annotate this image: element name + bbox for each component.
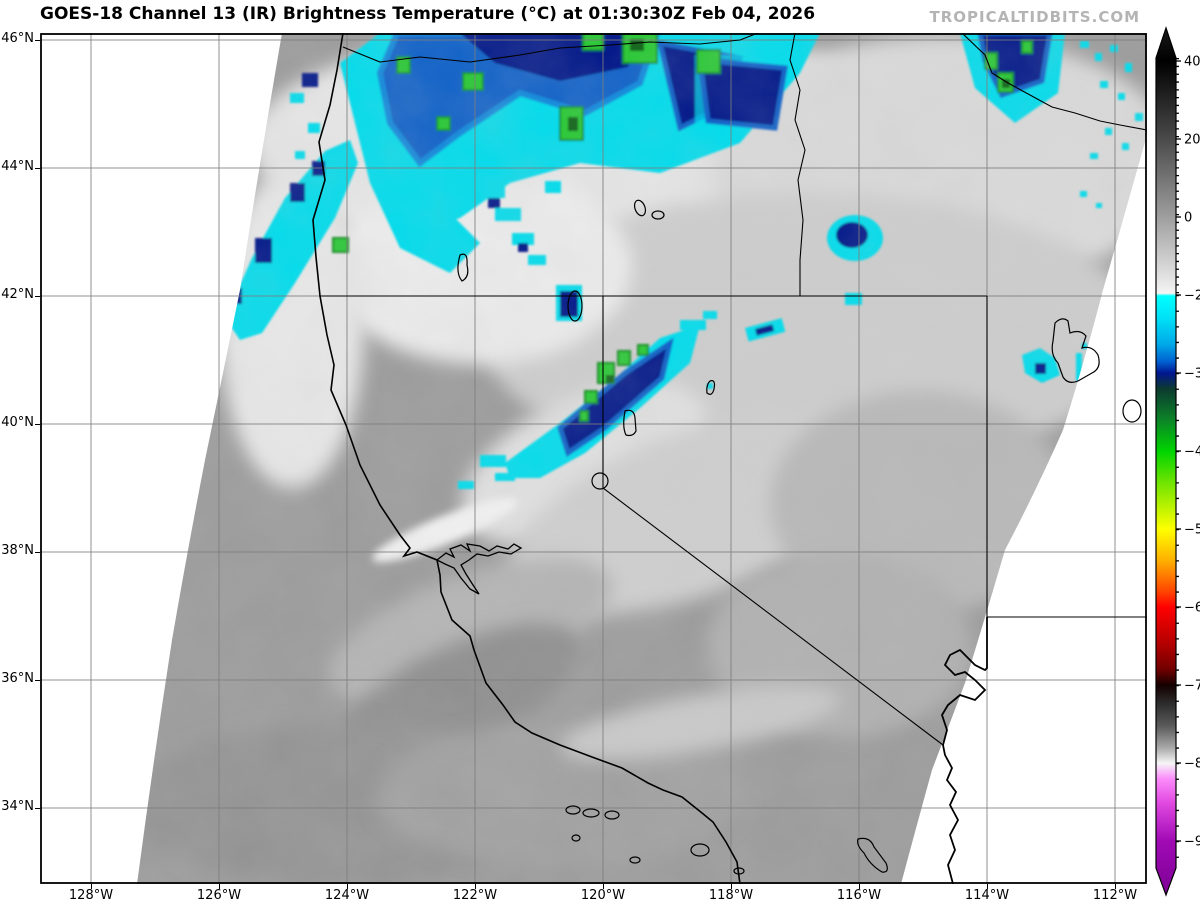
state-borders	[320, 32, 1148, 885]
colorbar-label: 40	[1184, 55, 1200, 70]
watermark: TROPICALTIDBITS.COM	[929, 8, 1140, 26]
lat-tick-mark	[35, 552, 40, 554]
lat-label-36n: 36°N	[1, 671, 34, 686]
colorbar-label: −30	[1184, 367, 1200, 382]
lat-label-42n: 42°N	[1, 287, 34, 302]
lon-label-126w: 126°W	[196, 888, 242, 903]
colorbar-label: −80	[1184, 757, 1200, 772]
lon-label-124w: 124°W	[324, 888, 370, 903]
lon-tick-mark	[859, 884, 861, 889]
lon-tick-mark	[347, 884, 349, 889]
colorbar-gradient-bar	[1155, 26, 1177, 897]
lat-label-40n: 40°N	[1, 415, 34, 430]
lon-tick-mark	[219, 884, 221, 889]
utah-lake	[1122, 399, 1142, 423]
lon-tick-mark	[1115, 884, 1117, 889]
colorbar-label: −70	[1184, 679, 1200, 694]
map-plot-area	[40, 25, 1180, 887]
border-columbia-river	[342, 32, 759, 63]
goose-lake	[567, 290, 583, 322]
great-salt-lake	[1051, 318, 1100, 383]
page-title: GOES-18 Channel 13 (IR) Brightness Tempe…	[40, 4, 816, 24]
coastline	[312, 32, 741, 885]
lat-label-46n: 46°N	[1, 31, 34, 46]
lat-tick-mark	[35, 296, 40, 298]
colorbar-label: 20	[1184, 133, 1200, 148]
lon-label-116w: 116°W	[836, 888, 882, 903]
lon-label-118w: 118°W	[708, 888, 754, 903]
channel-islands	[565, 805, 745, 875]
salton-sea	[857, 837, 888, 873]
upper-klamath-lake	[457, 253, 469, 282]
lakes	[457, 199, 1142, 875]
lon-tick-mark	[731, 884, 733, 889]
lon-label-112w: 112°W	[1092, 888, 1138, 903]
colorbar-label: −60	[1184, 601, 1200, 616]
lake-tahoe	[623, 409, 637, 437]
border-colorado-river	[941, 617, 988, 885]
satellite-map	[40, 25, 1180, 887]
lon-label-120w: 120°W	[580, 888, 626, 903]
colorbar-major-ticks	[1176, 60, 1181, 842]
plot-frame	[40, 33, 1147, 884]
colorbar-label: −40	[1184, 445, 1200, 460]
colorbar-label: −20	[1184, 289, 1200, 304]
lon-label-128w: 128°W	[68, 888, 114, 903]
lat-tick-mark	[35, 808, 40, 810]
border-oregon-idaho	[789, 32, 806, 296]
colorbar-tick-labels: 40 20 0 −20 −30 −40 −50 −60 −70 −80 −90	[1184, 55, 1200, 850]
lat-tick-mark	[35, 168, 40, 170]
lat-label-34n: 34°N	[1, 799, 34, 814]
lat-label-38n: 38°N	[1, 543, 34, 558]
lon-tick-mark	[603, 884, 605, 889]
walker-lake	[706, 380, 716, 395]
lon-label-122w: 122°W	[452, 888, 498, 903]
colorbar: 40 20 0 −20 −30 −40 −50 −60 −70 −80 −90	[1155, 26, 1200, 897]
lat-label-44n: 44°N	[1, 159, 34, 174]
lon-tick-mark	[987, 884, 989, 889]
border-idaho-montana	[961, 32, 1148, 131]
lon-tick-mark	[475, 884, 477, 889]
mono-lake	[591, 472, 609, 490]
lat-tick-mark	[35, 40, 40, 42]
colorbar-label: −90	[1184, 835, 1200, 850]
lat-tick-mark	[35, 424, 40, 426]
lon-tick-mark	[91, 884, 93, 889]
lon-label-114w: 114°W	[964, 888, 1010, 903]
san-francisco-bay	[435, 543, 523, 595]
colorbar-label: −50	[1184, 523, 1200, 538]
colorbar-label: 0	[1184, 211, 1192, 226]
lat-tick-mark	[35, 680, 40, 682]
